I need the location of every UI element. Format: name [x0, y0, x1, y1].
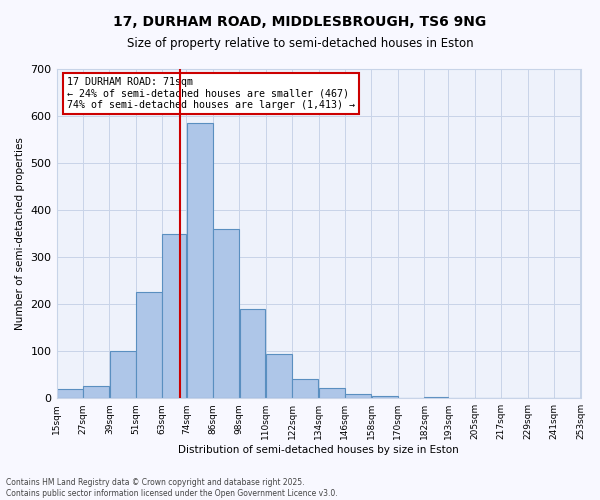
Bar: [187, 123, 212, 398]
Bar: [57, 389, 83, 398]
Bar: [345, 394, 371, 398]
Bar: [266, 354, 292, 398]
X-axis label: Distribution of semi-detached houses by size in Eston: Distribution of semi-detached houses by …: [178, 445, 459, 455]
Bar: [163, 234, 186, 398]
Bar: [136, 292, 162, 398]
Bar: [83, 386, 109, 398]
Text: 17 DURHAM ROAD: 71sqm
← 24% of semi-detached houses are smaller (467)
74% of sem: 17 DURHAM ROAD: 71sqm ← 24% of semi-deta…: [67, 77, 355, 110]
Y-axis label: Number of semi-detached properties: Number of semi-detached properties: [15, 137, 25, 330]
Text: Size of property relative to semi-detached houses in Eston: Size of property relative to semi-detach…: [127, 38, 473, 51]
Bar: [371, 396, 398, 398]
Bar: [239, 309, 265, 398]
Text: Contains HM Land Registry data © Crown copyright and database right 2025.
Contai: Contains HM Land Registry data © Crown c…: [6, 478, 338, 498]
Bar: [110, 351, 136, 398]
Bar: [213, 229, 239, 398]
Bar: [319, 388, 344, 398]
Bar: [292, 380, 318, 398]
Bar: [424, 397, 448, 398]
Text: 17, DURHAM ROAD, MIDDLESBROUGH, TS6 9NG: 17, DURHAM ROAD, MIDDLESBROUGH, TS6 9NG: [113, 15, 487, 29]
